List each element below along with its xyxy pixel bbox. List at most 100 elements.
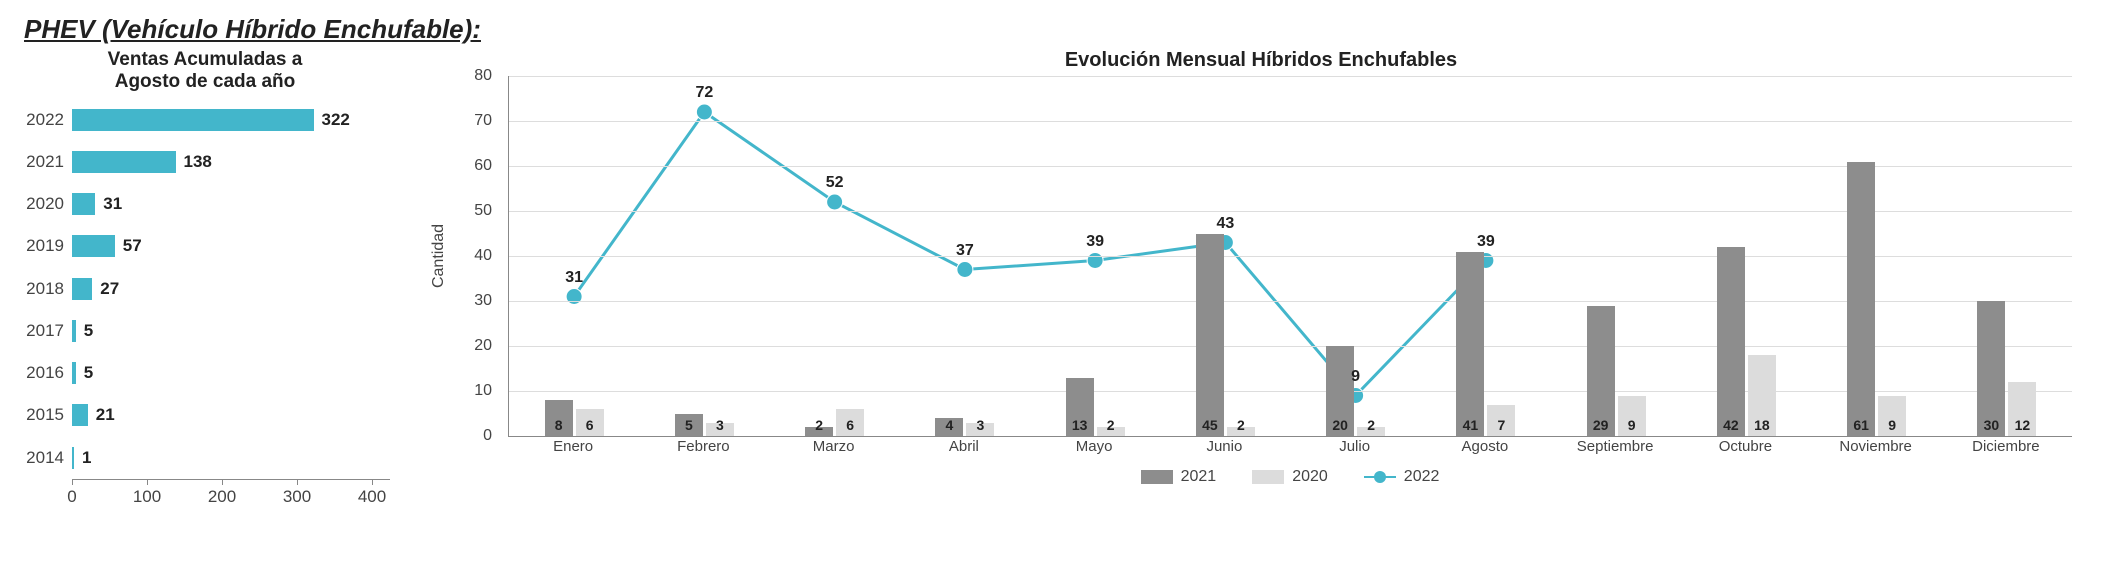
left-y-category: 2017 <box>26 321 64 341</box>
bar-2021: 29 <box>1587 306 1615 437</box>
left-bar-row: 5 <box>72 320 390 342</box>
bar-2021-value: 61 <box>1847 417 1875 433</box>
line-2022-value-label: 39 <box>1477 233 1495 251</box>
right-chart-title: Evolución Mensual Híbridos Enchufables <box>430 49 2092 72</box>
bar-2021: 5 <box>675 414 703 437</box>
left-y-category: 2021 <box>26 152 64 172</box>
left-x-tick: 0 <box>67 487 76 507</box>
month-column: 452 <box>1194 234 1256 437</box>
legend-label: 2022 <box>1404 468 1440 486</box>
legend-label: 2021 <box>1181 468 1217 486</box>
line-2022-value-label: 39 <box>1086 233 1104 251</box>
bar-2020: 6 <box>576 409 604 436</box>
left-bar <box>72 278 92 300</box>
bar-2021-value: 4 <box>935 417 963 433</box>
bar-2021-value: 30 <box>1977 417 2005 433</box>
month-column: 417 <box>1455 252 1517 437</box>
bar-2020: 2 <box>1097 427 1125 436</box>
bar-2021-value: 42 <box>1717 417 1745 433</box>
month-label: Abril <box>949 438 979 455</box>
bar-2020: 3 <box>706 423 734 437</box>
legend: 2021 2020 2022 <box>508 468 2072 486</box>
section-header: PHEV (Vehículo Híbrido Enchufable): <box>24 14 2092 45</box>
left-y-category: 2020 <box>26 194 64 214</box>
left-bar-value-label: 27 <box>100 279 119 299</box>
month-label: Agosto <box>1462 438 1509 455</box>
month-column: 43 <box>934 418 996 436</box>
line-2022-value-label: 31 <box>565 269 583 287</box>
left-bar <box>72 151 176 173</box>
month-label: Julio <box>1339 438 1370 455</box>
bar-2021-value: 45 <box>1196 417 1224 433</box>
month-column: 132 <box>1064 378 1126 437</box>
bar-2020: 6 <box>836 409 864 436</box>
month-column: 86 <box>543 400 605 436</box>
bar-2021-value: 29 <box>1587 417 1615 433</box>
line-2022-value-label: 52 <box>826 174 844 192</box>
left-bar-value-label: 21 <box>96 405 115 425</box>
month-column: 3012 <box>1976 301 2038 436</box>
left-bar-row: 1 <box>72 447 390 469</box>
bar-2020: 3 <box>966 423 994 437</box>
bar-2021: 13 <box>1066 378 1094 437</box>
bar-2020: 9 <box>1618 396 1646 437</box>
left-y-category: 2014 <box>26 448 64 468</box>
bar-2020-value: 2 <box>1097 417 1125 433</box>
right-y-tick: 20 <box>474 337 492 355</box>
left-bar-value-label: 322 <box>322 110 350 130</box>
bar-2021-value: 41 <box>1456 417 1484 433</box>
bar-2020: 7 <box>1487 405 1515 437</box>
bar-2021-value: 2 <box>805 417 833 433</box>
left-x-tick: 300 <box>283 487 311 507</box>
legend-item: 2022 <box>1364 468 1440 486</box>
left-bar <box>72 447 74 469</box>
left-bar <box>72 235 115 257</box>
bar-2021-value: 20 <box>1326 417 1354 433</box>
line-2022-marker <box>957 262 973 278</box>
bar-2021: 42 <box>1717 247 1745 436</box>
bar-2021: 30 <box>1977 301 2005 436</box>
left-bar-row: 322 <box>72 109 390 131</box>
left-bar-value-label: 5 <box>84 321 93 341</box>
bar-2021: 45 <box>1196 234 1224 437</box>
right-y-tick: 30 <box>474 292 492 310</box>
left-bar <box>72 193 95 215</box>
left-y-category: 2022 <box>26 110 64 130</box>
bar-2021: 20 <box>1326 346 1354 436</box>
line-2022-value-label: 9 <box>1351 368 1360 386</box>
left-y-category: 2016 <box>26 363 64 383</box>
right-y-tick: 80 <box>474 67 492 85</box>
month-column: 53 <box>673 414 735 437</box>
bar-2020-value: 12 <box>2008 417 2036 433</box>
month-label: Febrero <box>677 438 730 455</box>
left-chart-title: Ventas Acumuladas a Agosto de cada año <box>20 49 390 93</box>
left-bar <box>72 109 314 131</box>
bar-2021: 41 <box>1456 252 1484 437</box>
line-2022-value-label: 37 <box>956 242 974 260</box>
bar-2020-value: 9 <box>1878 417 1906 433</box>
y-axis-label: Cantidad <box>430 224 448 288</box>
left-bar <box>72 362 76 384</box>
month-column: 4218 <box>1715 247 1777 436</box>
month-label: Marzo <box>813 438 855 455</box>
bar-2021: 2 <box>805 427 833 436</box>
bar-2020-value: 3 <box>706 417 734 433</box>
left-bar <box>72 404 88 426</box>
bar-2020: 9 <box>1878 396 1906 437</box>
bar-2020-value: 3 <box>966 417 994 433</box>
left-bar-value-label: 138 <box>184 152 212 172</box>
legend-label: 2020 <box>1292 468 1328 486</box>
left-bar-row: 5 <box>72 362 390 384</box>
left-bar-value-label: 31 <box>103 194 122 214</box>
right-y-tick: 60 <box>474 157 492 175</box>
month-label: Enero <box>553 438 593 455</box>
month-label: Septiembre <box>1577 438 1654 455</box>
line-2022-value-label: 72 <box>695 84 713 102</box>
bar-2021-value: 5 <box>675 417 703 433</box>
bar-2020-value: 2 <box>1357 417 1385 433</box>
left-bar-row: 57 <box>72 235 390 257</box>
left-bar-row: 27 <box>72 278 390 300</box>
bar-2020: 18 <box>1748 355 1776 436</box>
line-2022-marker <box>566 289 582 305</box>
left-y-category: 2018 <box>26 279 64 299</box>
